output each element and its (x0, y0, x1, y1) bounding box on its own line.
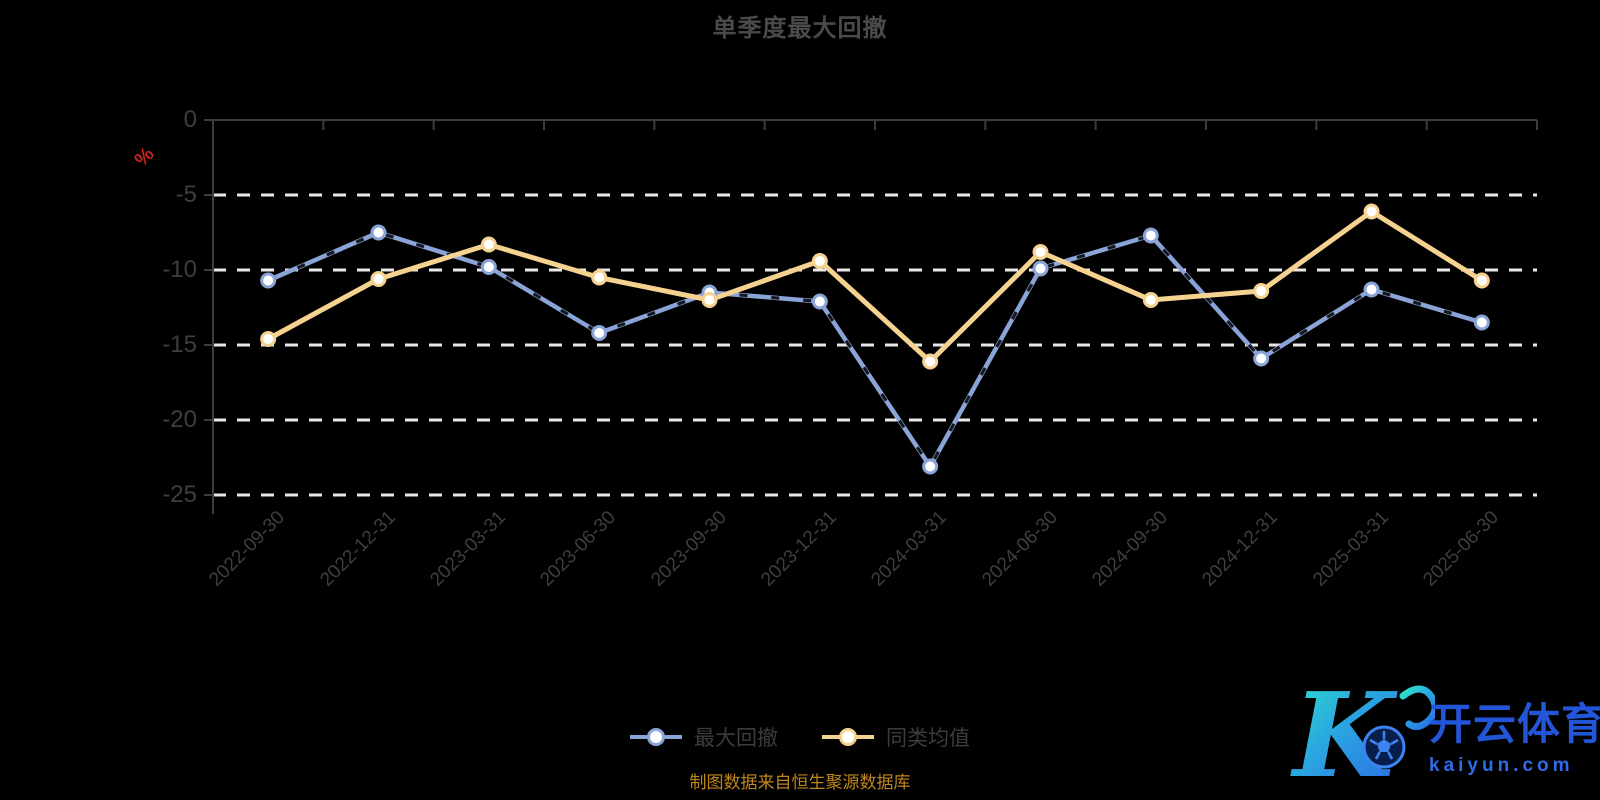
data-point-marker[interactable] (480, 236, 497, 253)
data-source-note: 制图数据来自恒生聚源数据库 (689, 773, 911, 792)
data-point-marker[interactable] (1253, 350, 1270, 367)
soccer-ball-icon (1362, 725, 1406, 769)
data-point-marker[interactable] (1253, 283, 1270, 299)
series-line-0[interactable] (265, 230, 1485, 469)
data-point-marker[interactable] (591, 269, 608, 286)
data-point-marker[interactable] (260, 272, 277, 289)
data-point-marker[interactable] (922, 458, 939, 475)
series-line-dash-overlay (267, 230, 1483, 470)
legend-label: 同类均值 (886, 727, 970, 750)
data-point-marker[interactable] (1142, 227, 1159, 244)
data-point-marker[interactable] (1142, 292, 1159, 308)
legend-label: 最大回撤 (694, 727, 778, 750)
data-point-marker[interactable] (1473, 272, 1490, 289)
legend-marker-icon (822, 728, 874, 746)
data-point-marker[interactable] (591, 325, 608, 341)
kaiyun-brand-name: 开云体育 (1429, 701, 1600, 749)
data-point-marker[interactable] (260, 331, 277, 347)
legend-item-1[interactable]: 同类均值 (822, 722, 970, 752)
series-line-1[interactable] (265, 209, 1485, 364)
data-point-marker[interactable] (480, 259, 497, 275)
y-tick-label: -5 (175, 181, 197, 208)
y-tick-label: -15 (162, 331, 197, 358)
legend-item-0[interactable]: 最大回撤 (630, 722, 778, 752)
data-point-marker[interactable] (1473, 314, 1490, 331)
y-tick-label: -10 (162, 256, 197, 283)
data-point-marker[interactable] (1363, 281, 1380, 298)
data-point-marker[interactable] (811, 293, 828, 310)
chart-legend: 最大回撤 同类均值 (0, 720, 1600, 754)
kaiyun-k-logo-icon: K (1290, 668, 1435, 798)
y-tick-label: -20 (162, 406, 197, 433)
data-point-marker[interactable] (370, 224, 387, 241)
kaiyun-watermark: K 开云体育 kaiyun.com (1285, 668, 1600, 798)
data-point-marker[interactable] (1032, 260, 1049, 277)
data-point-marker[interactable] (922, 353, 939, 370)
data-point-marker[interactable] (811, 253, 828, 269)
data-point-marker[interactable] (370, 271, 387, 287)
legend-marker-icon (630, 728, 682, 746)
y-tick-label: 0 (183, 106, 197, 133)
data-point-marker[interactable] (1363, 203, 1380, 220)
kaiyun-domain: kaiyun.com (1429, 755, 1574, 776)
data-point-marker[interactable] (1032, 244, 1049, 260)
data-point-marker[interactable] (701, 292, 718, 308)
chart-title: 单季度最大回撤 (712, 15, 888, 42)
y-tick-label: -25 (162, 481, 197, 508)
